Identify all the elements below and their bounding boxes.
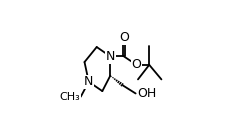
Text: N: N xyxy=(84,75,94,88)
Text: O: O xyxy=(132,58,141,71)
Text: OH: OH xyxy=(137,87,156,100)
Text: N: N xyxy=(106,50,115,63)
Text: CH₃: CH₃ xyxy=(59,92,80,102)
Text: O: O xyxy=(119,31,129,44)
